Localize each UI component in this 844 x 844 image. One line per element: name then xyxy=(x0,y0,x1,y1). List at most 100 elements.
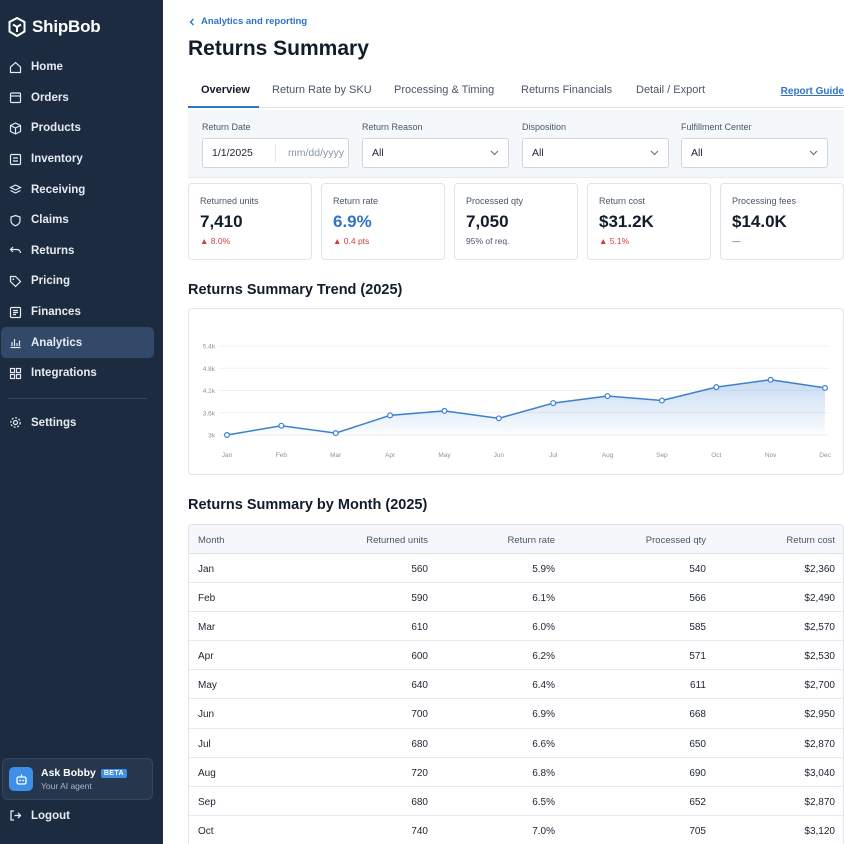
kpi-processed-qty: Processed qty 7,050 95% of req. xyxy=(454,183,578,260)
inventory-icon xyxy=(9,153,22,165)
tab-return-rate-by-sku[interactable]: Return Rate by SKU xyxy=(272,84,372,96)
sidebar-item-analytics[interactable]: Analytics xyxy=(1,327,154,358)
column-header-returned-units[interactable]: Returned units xyxy=(366,535,428,546)
kpi-label: Processing fees xyxy=(732,196,797,206)
column-header-return-cost[interactable]: Return cost xyxy=(786,535,835,546)
sidebar-item-label: Integrations xyxy=(31,367,97,380)
table-cell: Feb xyxy=(198,593,216,605)
table-row[interactable]: Mar 610 6.0% 585 $2,570 xyxy=(189,612,843,642)
table-row[interactable]: Jun 700 6.9% 668 $2,950 xyxy=(189,699,843,729)
table-row[interactable]: Sep 680 6.5% 652 $2,870 xyxy=(189,787,843,816)
kpi-processing-fees: Processing fees $14.0K — xyxy=(720,183,844,260)
column-header-month[interactable]: Month xyxy=(198,535,225,546)
table-header: Month Returned units Return rate Process… xyxy=(189,525,843,554)
settings-icon xyxy=(10,417,21,429)
table-row[interactable]: Oct 740 7.0% 705 $3,120 xyxy=(189,816,843,844)
table-cell: 566 xyxy=(689,593,706,605)
kpi-label: Return rate xyxy=(333,196,379,206)
shipbob-logo[interactable]: ShipBob xyxy=(8,17,101,37)
sidebar-item-integrations[interactable]: Integrations xyxy=(0,358,163,389)
sidebar-item-finances[interactable]: Finances xyxy=(0,297,163,328)
return-date-end-input[interactable]: mm/dd/yyyy xyxy=(288,147,345,159)
finances-icon xyxy=(9,306,22,318)
kpi-value: $14.0K xyxy=(732,212,787,231)
kpi-value: 7,410 xyxy=(200,212,243,231)
sidebar-item-receiving[interactable]: Receiving xyxy=(0,174,163,205)
series-line xyxy=(226,378,826,436)
table-cell: 690 xyxy=(689,767,706,779)
tab-detail-export[interactable]: Detail / Export xyxy=(636,84,706,96)
ask-bobby-button[interactable]: Ask Bobby BETA Your AI agent xyxy=(2,758,153,800)
sidebar-item-home[interactable]: Home xyxy=(0,52,163,83)
table-row[interactable]: Aug 720 6.8% 690 $3,040 xyxy=(189,758,843,787)
x-tick-label: Sep xyxy=(656,452,668,459)
y-tick-label: 4.2k xyxy=(203,388,216,395)
table-cell: 640 xyxy=(411,680,428,692)
table-cell: Jun xyxy=(198,709,215,721)
sidebar-item-claims[interactable]: Claims xyxy=(0,205,163,236)
fulfillment-center-select[interactable]: All xyxy=(681,138,828,168)
beta-badge: BETA xyxy=(100,768,127,778)
main-content: Analytics and reporting Returns Summary … xyxy=(163,0,844,844)
receiving-icon xyxy=(9,184,22,194)
sidebar-item-label: Pricing xyxy=(31,275,70,288)
disposition-select[interactable]: All xyxy=(522,138,669,168)
tab-returns-financials[interactable]: Returns Financials xyxy=(521,84,613,96)
table-cell: 590 xyxy=(411,593,428,605)
kpi-value: $31.2K xyxy=(599,212,654,231)
series-area xyxy=(227,379,825,435)
sidebar-item-orders[interactable]: Orders xyxy=(0,83,163,114)
table-row[interactable]: Feb 590 6.1% 566 $2,490 xyxy=(189,583,843,613)
kpi-value: 6.9% xyxy=(333,212,372,231)
sidebar-item-products[interactable]: Products xyxy=(0,113,163,144)
kpi-change: ▲ 5.1% xyxy=(599,236,630,246)
pricing-icon xyxy=(9,275,22,288)
table-cell: 540 xyxy=(689,564,706,575)
table-row[interactable]: Jan 560 5.9% 540 $2,360 xyxy=(189,554,843,584)
tab-processing-timing[interactable]: Processing & Timing xyxy=(394,84,495,96)
breadcrumb[interactable]: Analytics and reporting xyxy=(189,16,307,27)
return-reason-value: All xyxy=(372,147,384,159)
sidebar-item-settings[interactable]: Settings xyxy=(0,408,163,439)
table-row[interactable]: May 640 6.4% 611 $2,700 xyxy=(189,670,843,700)
chevron-down-icon xyxy=(650,150,659,156)
sidebar-item-label: Home xyxy=(31,61,63,74)
x-tick-label: Nov xyxy=(765,452,777,459)
shipbob-logo-icon xyxy=(8,17,26,37)
data-point xyxy=(821,384,828,391)
x-tick-label: Aug xyxy=(602,452,614,459)
page-title: Returns Summary xyxy=(188,37,369,60)
claims-icon xyxy=(10,214,21,227)
table-cell: 6.6% xyxy=(532,738,555,750)
table-cell: 650 xyxy=(689,738,706,750)
return-reason-select[interactable]: All xyxy=(362,138,509,168)
table-row[interactable]: Apr 600 6.2% 571 $2,530 xyxy=(189,641,843,671)
return-date-start-input[interactable]: 1/1/2025 xyxy=(203,144,276,162)
tab-overview[interactable]: Overview xyxy=(201,84,250,96)
table-cell: 6.0% xyxy=(532,622,555,634)
sidebar-item-pricing[interactable]: Pricing xyxy=(0,266,163,297)
logout-button[interactable]: Logout xyxy=(9,809,70,822)
data-point xyxy=(604,393,611,400)
table-cell: $2,700 xyxy=(804,680,835,692)
table-cell: 680 xyxy=(411,738,428,750)
table-cell: 6.8% xyxy=(532,767,555,779)
sidebar-item-inventory[interactable]: Inventory xyxy=(0,144,163,175)
table-cell: Sep xyxy=(198,796,216,808)
robot-icon xyxy=(9,767,33,791)
column-header-processed-qty[interactable]: Processed qty xyxy=(645,535,706,546)
sidebar-item-label: Finances xyxy=(31,306,81,319)
return-date-field: 1/1/2025 mm/dd/yyyy xyxy=(202,138,349,168)
table-cell: 720 xyxy=(411,767,428,779)
x-tick-label: Oct xyxy=(711,452,721,459)
table-cell: 6.9% xyxy=(532,709,555,721)
kpi-change: — xyxy=(732,236,741,246)
data-point xyxy=(767,376,774,383)
column-header-return-rate[interactable]: Return rate xyxy=(507,535,555,546)
table-row[interactable]: Jul 680 6.6% 650 $2,870 xyxy=(189,729,843,758)
kpi-change: ▲ 0.4 pts xyxy=(333,236,370,246)
table-cell: 6.2% xyxy=(532,651,555,663)
sidebar-item-returns[interactable]: Returns xyxy=(0,236,163,267)
sidebar-item-label: Receiving xyxy=(31,183,86,196)
report-guide-link[interactable]: Report Guide xyxy=(780,86,844,97)
